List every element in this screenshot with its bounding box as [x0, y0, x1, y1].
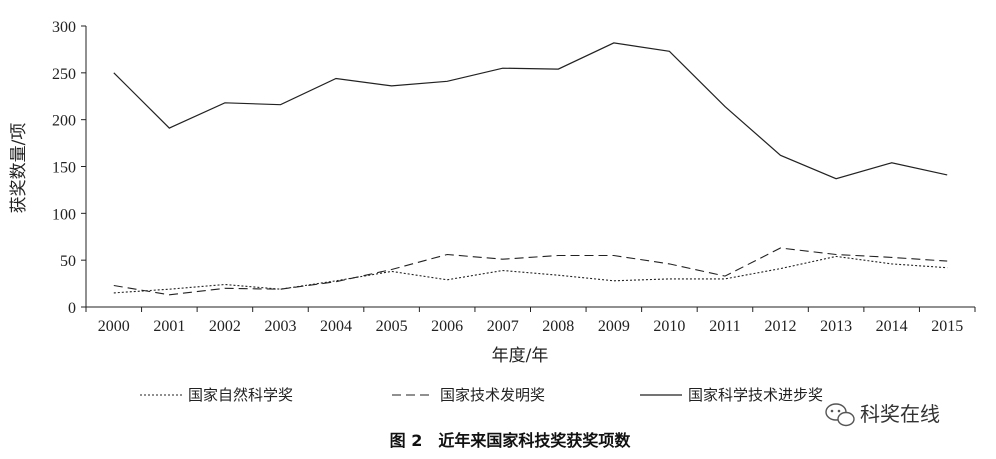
- x-tick-label: 2002: [209, 318, 241, 335]
- series-lines: [113, 42, 948, 296]
- x-tick-label: 2015: [931, 318, 963, 335]
- x-tick-label: 2003: [264, 318, 296, 335]
- x-tick-label: 2010: [653, 318, 685, 335]
- x-axis-title: 年度/年: [492, 346, 549, 366]
- x-tick-label: 2005: [376, 318, 408, 335]
- legend: 国家自然科学奖 国家技术发明奖 国家科学技术进步奖: [140, 386, 823, 404]
- x-tick-label: 2009: [598, 318, 630, 335]
- y-tick-label: 0: [68, 300, 76, 317]
- y-tick-label: 300: [52, 19, 76, 36]
- x-tick-label: 2014: [876, 318, 908, 335]
- figure-caption: 图 2 近年来国家科技奖获奖项数: [390, 431, 632, 450]
- legend-label: 国家技术发明奖: [440, 386, 545, 404]
- watermark-text: 科奖在线: [860, 402, 940, 426]
- x-tick-label: 2012: [765, 318, 797, 335]
- legend-label: 国家科学技术进步奖: [688, 386, 823, 404]
- y-axis-title: 获奖数量/项: [9, 123, 29, 214]
- y-tick-label: 100: [52, 206, 76, 223]
- series-line-solid: [113, 42, 948, 180]
- x-tick-label: 2006: [431, 318, 463, 335]
- series-line-dashed: [113, 247, 948, 296]
- watermark: 科奖在线: [825, 402, 940, 427]
- y-tick-label: 200: [52, 113, 76, 130]
- x-tick-label: 2007: [487, 318, 519, 335]
- x-tick-label: 2008: [542, 318, 574, 335]
- y-tick-label: 150: [52, 160, 76, 177]
- axes: [81, 25, 976, 312]
- y-tick-label: 50: [60, 253, 76, 270]
- tick-labels: 0 50 100 150 200 250 300 2000 2001 2002 2003 2004 20…: [52, 19, 963, 335]
- series-line-dotted: [113, 255, 948, 294]
- legend-label: 国家自然科学奖: [188, 386, 293, 404]
- x-tick-label: 2001: [153, 318, 185, 335]
- y-tick-label: 250: [52, 66, 76, 83]
- x-tick-label: 2000: [98, 318, 130, 335]
- x-tick-label: 2011: [709, 318, 740, 335]
- x-tick-label: 2004: [320, 318, 352, 335]
- x-tick-label: 2013: [820, 318, 852, 335]
- wechat-icon: [825, 403, 855, 427]
